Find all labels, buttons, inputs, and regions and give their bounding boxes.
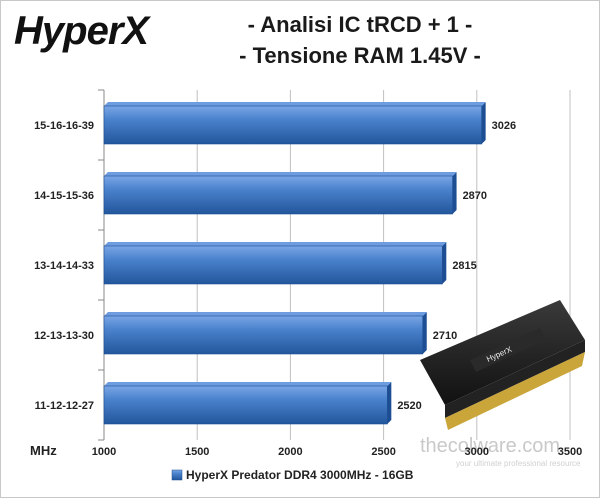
bar-value-label: 3026 — [492, 120, 516, 132]
hyperx-logo: HyperX — [14, 9, 151, 53]
x-tick-label: 3500 — [558, 446, 582, 458]
bar-top — [104, 312, 427, 316]
category-label: 14-15-15-36 — [34, 190, 94, 202]
svg-text:your ultimate professional res: your ultimate professional resource — [456, 459, 581, 468]
bar — [103, 175, 453, 215]
legend-swatch — [171, 469, 183, 481]
category-label: 11-12-12-27 — [35, 400, 94, 412]
bar — [103, 245, 443, 285]
bar-value-label: 2710 — [433, 330, 457, 342]
legend-label: HyperX Predator DDR4 3000MHz - 16GB — [186, 468, 414, 482]
chart-title-line-2: - Tensione RAM 1.45V - — [239, 43, 481, 68]
ram-module-image: HyperX — [420, 300, 585, 430]
x-axis-unit: MHz — [30, 443, 57, 458]
category-label: 15-16-16-39 — [34, 120, 94, 132]
legend: HyperX Predator DDR4 3000MHz - 16GB — [171, 468, 414, 482]
x-tick-label: 1500 — [185, 446, 209, 458]
bars — [103, 102, 486, 425]
bar-side — [452, 172, 457, 214]
labels: 1000 1500 2000 2500 3000 3500 3026 15-16-16-39 2… — [34, 120, 582, 458]
watermark: thecolware.com your ultimate professiona… — [420, 435, 581, 468]
chart-title-line-1: - Analisi IC tRCD + 1 - — [248, 12, 473, 37]
bar-side — [442, 242, 447, 284]
bar-top — [104, 242, 447, 246]
x-tick-label: 2500 — [371, 446, 395, 458]
bar-top — [104, 102, 486, 106]
x-tick-label: 3000 — [465, 446, 489, 458]
bar-side — [387, 382, 392, 424]
bar-value-label: 2870 — [463, 190, 487, 202]
bar-value-label: 2815 — [452, 260, 476, 272]
svg-text:thecolware.com: thecolware.com — [420, 435, 560, 457]
category-label: 12-13-13-30 — [34, 330, 94, 342]
x-tick-label: 1000 — [92, 446, 116, 458]
bar-top — [104, 172, 457, 176]
bar — [103, 105, 482, 145]
bar-side — [422, 312, 427, 354]
category-label: 13-14-14-33 — [34, 260, 94, 272]
bar — [103, 385, 388, 425]
bar — [103, 315, 424, 355]
grid — [98, 89, 571, 441]
bar-value-label: 2520 — [397, 400, 421, 412]
x-tick-label: 2000 — [278, 446, 302, 458]
bar-top — [104, 382, 392, 386]
bar-side — [481, 102, 486, 144]
